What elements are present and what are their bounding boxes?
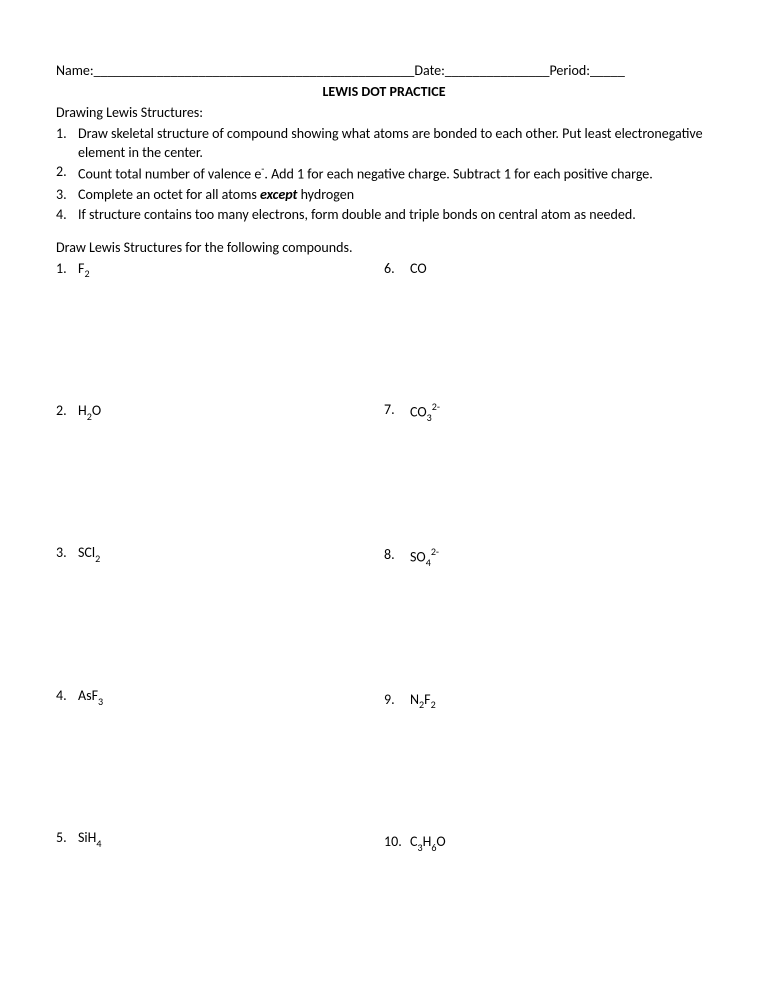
- instructions-heading: Drawing Lewis Structures:: [56, 104, 712, 123]
- date-label: Date:: [414, 62, 444, 81]
- date-blank[interactable]: _______________: [445, 62, 550, 81]
- instruction-text: Draw skeletal structure of compound show…: [78, 125, 712, 163]
- question-number: 1.: [56, 260, 78, 280]
- question-formula: N2F2: [410, 691, 436, 711]
- question-item: 9.N2F2: [384, 691, 712, 711]
- instructions-list: 1. Draw skeletal structure of compound s…: [56, 125, 712, 225]
- draw-prompt: Draw Lewis Structures for the following …: [56, 239, 712, 258]
- question-formula: SCl2: [78, 544, 100, 564]
- question-number: 10.: [384, 833, 410, 853]
- questions-columns: 1.F2 2.H2O 3.SCl2 4.AsF3 5.SiH4 6.CO 7.C…: [56, 260, 712, 854]
- right-column: 6.CO 7.CO32- 8.SO42- 9.N2F2 10.C3H6O: [384, 260, 712, 854]
- question-number: 9.: [384, 691, 410, 711]
- instruction-text: Count total number of valence e-. Add 1 …: [78, 163, 712, 185]
- instruction-number: 1.: [56, 125, 78, 163]
- question-number: 4.: [56, 687, 78, 707]
- instruction-number: 2.: [56, 163, 78, 185]
- instruction-text: Complete an octet for all atoms except h…: [78, 186, 712, 205]
- instruction-number: 3.: [56, 186, 78, 205]
- question-item: 2.H2O: [56, 402, 384, 422]
- question-item: 6.CO: [384, 260, 712, 279]
- question-item: 8.SO42-: [384, 546, 712, 569]
- instruction-number: 4.: [56, 206, 78, 225]
- question-number: 5.: [56, 829, 78, 849]
- question-formula: CO32-: [410, 401, 440, 424]
- question-formula: H2O: [78, 402, 101, 422]
- question-item: 5.SiH4: [56, 829, 384, 849]
- question-item: 3.SCl2: [56, 544, 384, 564]
- period-blank[interactable]: _____: [590, 62, 625, 81]
- period-label: Period:: [549, 62, 590, 81]
- instruction-item: 4. If structure contains too many electr…: [56, 206, 712, 225]
- instruction-item: 1. Draw skeletal structure of compound s…: [56, 125, 712, 163]
- question-formula: C3H6O: [410, 833, 446, 853]
- name-blank[interactable]: ________________________________________…: [94, 62, 415, 81]
- question-formula: CO: [410, 260, 427, 279]
- instruction-text: If structure contains too many electrons…: [78, 206, 712, 225]
- question-item: 1.F2: [56, 260, 384, 280]
- header-line: Name: __________________________________…: [56, 62, 712, 81]
- instruction-item: 2. Count total number of valence e-. Add…: [56, 163, 712, 185]
- question-formula: SiH4: [78, 829, 101, 849]
- question-formula: SO42-: [410, 546, 439, 569]
- question-item: 4.AsF3: [56, 687, 384, 707]
- instruction-item: 3. Complete an octet for all atoms excep…: [56, 186, 712, 205]
- question-number: 3.: [56, 544, 78, 564]
- question-number: 8.: [384, 546, 410, 569]
- page-title: LEWIS DOT PRACTICE: [56, 83, 712, 102]
- question-item: 7.CO32-: [384, 401, 712, 424]
- question-formula: AsF3: [78, 687, 103, 707]
- left-column: 1.F2 2.H2O 3.SCl2 4.AsF3 5.SiH4: [56, 260, 384, 854]
- question-item: 10.C3H6O: [384, 833, 712, 853]
- question-number: 6.: [384, 260, 410, 279]
- question-number: 7.: [384, 401, 410, 424]
- name-label: Name:: [56, 62, 94, 81]
- question-number: 2.: [56, 402, 78, 422]
- question-formula: F2: [78, 260, 90, 280]
